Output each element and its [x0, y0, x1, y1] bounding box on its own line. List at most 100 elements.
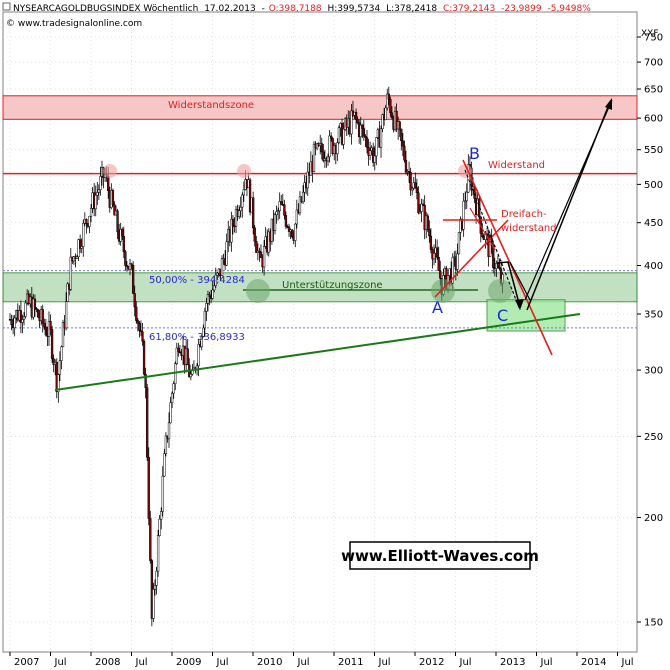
x-tick-label: Jul [540, 657, 553, 668]
candle-body [395, 110, 398, 130]
candle-body [368, 150, 372, 156]
support-touch-circle [488, 279, 512, 303]
currency-label: XXF [641, 29, 659, 39]
candle-body [203, 310, 207, 329]
y-tick-label: 450 [644, 218, 663, 229]
candle-body [451, 257, 454, 284]
candle-body [291, 229, 294, 238]
annotations: Widerstandszone Widerstand Dreifach- wid… [149, 100, 557, 343]
candle-body [135, 306, 138, 321]
y-tick-label: 350 [644, 310, 663, 321]
candle-body [420, 203, 423, 212]
candle-body [174, 363, 177, 384]
candle-body [69, 256, 72, 290]
header-close: C:379,2143 [443, 4, 495, 14]
candle-body [372, 147, 375, 163]
candle-body [248, 179, 252, 213]
candle-body [161, 475, 164, 512]
candle-body [61, 322, 65, 348]
candle-body [409, 172, 412, 191]
header-high: H:399,5734 [327, 4, 380, 14]
header-source: © www.tradesignalonline.com [6, 19, 142, 29]
y-tick-label: 300 [644, 366, 663, 377]
candle-body [259, 251, 263, 258]
y-tick-label: 500 [644, 180, 663, 191]
candle-body [66, 283, 69, 302]
candle-body [94, 194, 97, 210]
candle-body [417, 192, 420, 214]
candle-body [238, 210, 241, 217]
long-term-trendline [54, 313, 581, 391]
candle-body [160, 511, 163, 520]
candle-body [57, 374, 60, 393]
x-tick-label: 2007 [14, 657, 39, 668]
candle-body [280, 201, 283, 205]
support-touch-circle [246, 279, 270, 303]
y-axis: 150 200 250 300 350 400 450 500 550 600 650 700 750 [637, 33, 663, 629]
support-touch-circle [431, 279, 455, 303]
header-change-pct: -5,9498% [547, 4, 591, 14]
candle-body [365, 137, 369, 148]
candle-body [276, 210, 280, 212]
candle-body [146, 387, 149, 458]
candle-body [329, 135, 333, 139]
candle-body [170, 392, 174, 403]
candle-body [116, 210, 119, 233]
candle-body [206, 294, 210, 304]
header-low: L:378,2418 [386, 4, 437, 14]
candle-body [492, 245, 495, 268]
candle-body [205, 303, 208, 312]
x-tick-label: 2009 [176, 657, 201, 668]
candle-body [498, 266, 501, 269]
candle-body [225, 241, 228, 266]
candle-body [411, 188, 414, 191]
candle-body [213, 285, 216, 291]
candle-body [364, 135, 367, 138]
candle-body [132, 265, 135, 294]
fib-50-label: 50,00% - 394,4284 [149, 275, 245, 286]
chart-header: NYSEARCAGOLDBUGSINDEX Wöchentlich 17.02.… [2, 2, 659, 39]
resistance-touch-circle [103, 164, 117, 178]
candle-body [230, 218, 233, 243]
candle-body [64, 301, 68, 329]
candle-body [381, 114, 384, 129]
x-tick-label: 2010 [257, 657, 282, 668]
candle-body [200, 336, 203, 348]
x-tick-label: Jul [297, 657, 310, 668]
candle-body [33, 298, 37, 309]
candle-body [156, 535, 160, 572]
candle-body [465, 191, 468, 202]
candle-body [432, 252, 436, 260]
candle-body [122, 236, 125, 253]
candle-body [121, 229, 124, 237]
candle-body [208, 294, 211, 297]
candle-body [359, 124, 362, 137]
candle-body [147, 457, 150, 519]
candle-body [138, 323, 141, 331]
candle-body [136, 320, 139, 324]
resistance-zone-label: Widerstandszone [168, 100, 254, 111]
x-tick-label: 2013 [500, 657, 525, 668]
candle-body [384, 107, 387, 121]
candle-body [13, 317, 16, 329]
resistance-label: Widerstand [488, 160, 545, 171]
candle-body [167, 422, 171, 440]
candle-body [133, 293, 136, 308]
header-square-icon [2, 2, 11, 11]
candle-body [124, 251, 127, 266]
header-date: 17.02.2013 [204, 4, 256, 14]
candle-body [220, 258, 224, 276]
x-tick-label: Jul [216, 657, 229, 668]
candle-body [128, 263, 132, 270]
candle-body [496, 263, 500, 268]
candle-body [273, 214, 277, 231]
triple-resistance-label-2: widerstand [501, 223, 557, 234]
candle-body [322, 151, 325, 161]
candle-body [375, 137, 378, 157]
candle-body [426, 215, 429, 230]
candle-body [35, 308, 38, 310]
candle-body [387, 93, 390, 100]
candle-body [214, 274, 217, 286]
